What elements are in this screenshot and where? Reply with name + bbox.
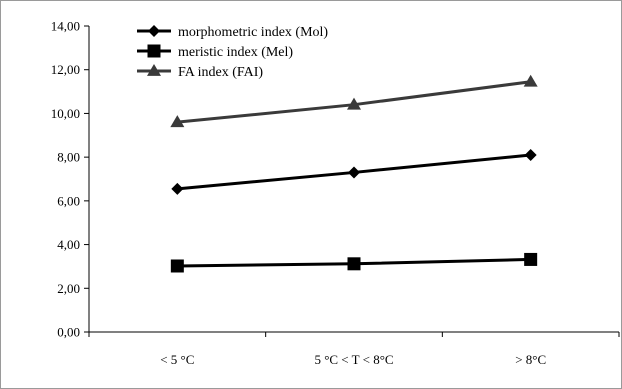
y-tick-label: 0,00 <box>57 325 80 340</box>
y-tick-label: 14,00 <box>51 19 80 34</box>
square-marker <box>147 44 161 58</box>
diamond-marker <box>171 182 184 195</box>
triangle-marker <box>523 74 538 87</box>
square-marker <box>170 259 184 273</box>
y-tick-label: 10,00 <box>51 106 80 121</box>
legend-label: morphometric index (Mol) <box>178 25 328 40</box>
y-tick-labels: 0,00 2,00 4,00 6,00 8,00 10,00 12,00 14,00 <box>51 19 80 340</box>
legend-label: FA index (FAI) <box>178 65 263 80</box>
diamond-marker <box>524 148 537 161</box>
x-tick-label: < 5 °C <box>160 352 194 367</box>
y-tick-label: 8,00 <box>57 150 80 165</box>
series-triangle <box>170 74 538 128</box>
y-tick-label: 12,00 <box>51 62 80 77</box>
x-tick-label: 5 °C < T < 8°C <box>314 352 393 367</box>
series-square <box>170 252 538 273</box>
legend: morphometric index (Mol) meristic index (… <box>137 25 328 80</box>
y-tick-label: 4,00 <box>57 237 80 252</box>
legend-item: morphometric index (Mol) <box>137 25 328 40</box>
diamond-marker <box>348 166 360 179</box>
legend-item: meristic index (Mel) <box>137 44 293 60</box>
series-layer <box>170 74 538 273</box>
triangle-marker <box>170 115 185 128</box>
x-tick-label: > 8°C <box>515 352 546 367</box>
triangle-marker <box>347 97 361 110</box>
chart-axes <box>84 25 620 337</box>
square-marker <box>347 257 361 271</box>
legend-label: meristic index (Mel) <box>178 45 293 60</box>
y-tick-label: 2,00 <box>57 281 80 296</box>
triangle-marker <box>147 64 161 76</box>
legend-item: FA index (FAI) <box>137 64 263 80</box>
x-tick-labels: < 5 °C 5 °C < T < 8°C > 8°C <box>160 352 546 367</box>
y-tick-label: 6,00 <box>57 193 80 208</box>
series-diamond <box>171 148 537 195</box>
square-marker <box>524 252 538 266</box>
diamond-marker <box>148 25 160 37</box>
